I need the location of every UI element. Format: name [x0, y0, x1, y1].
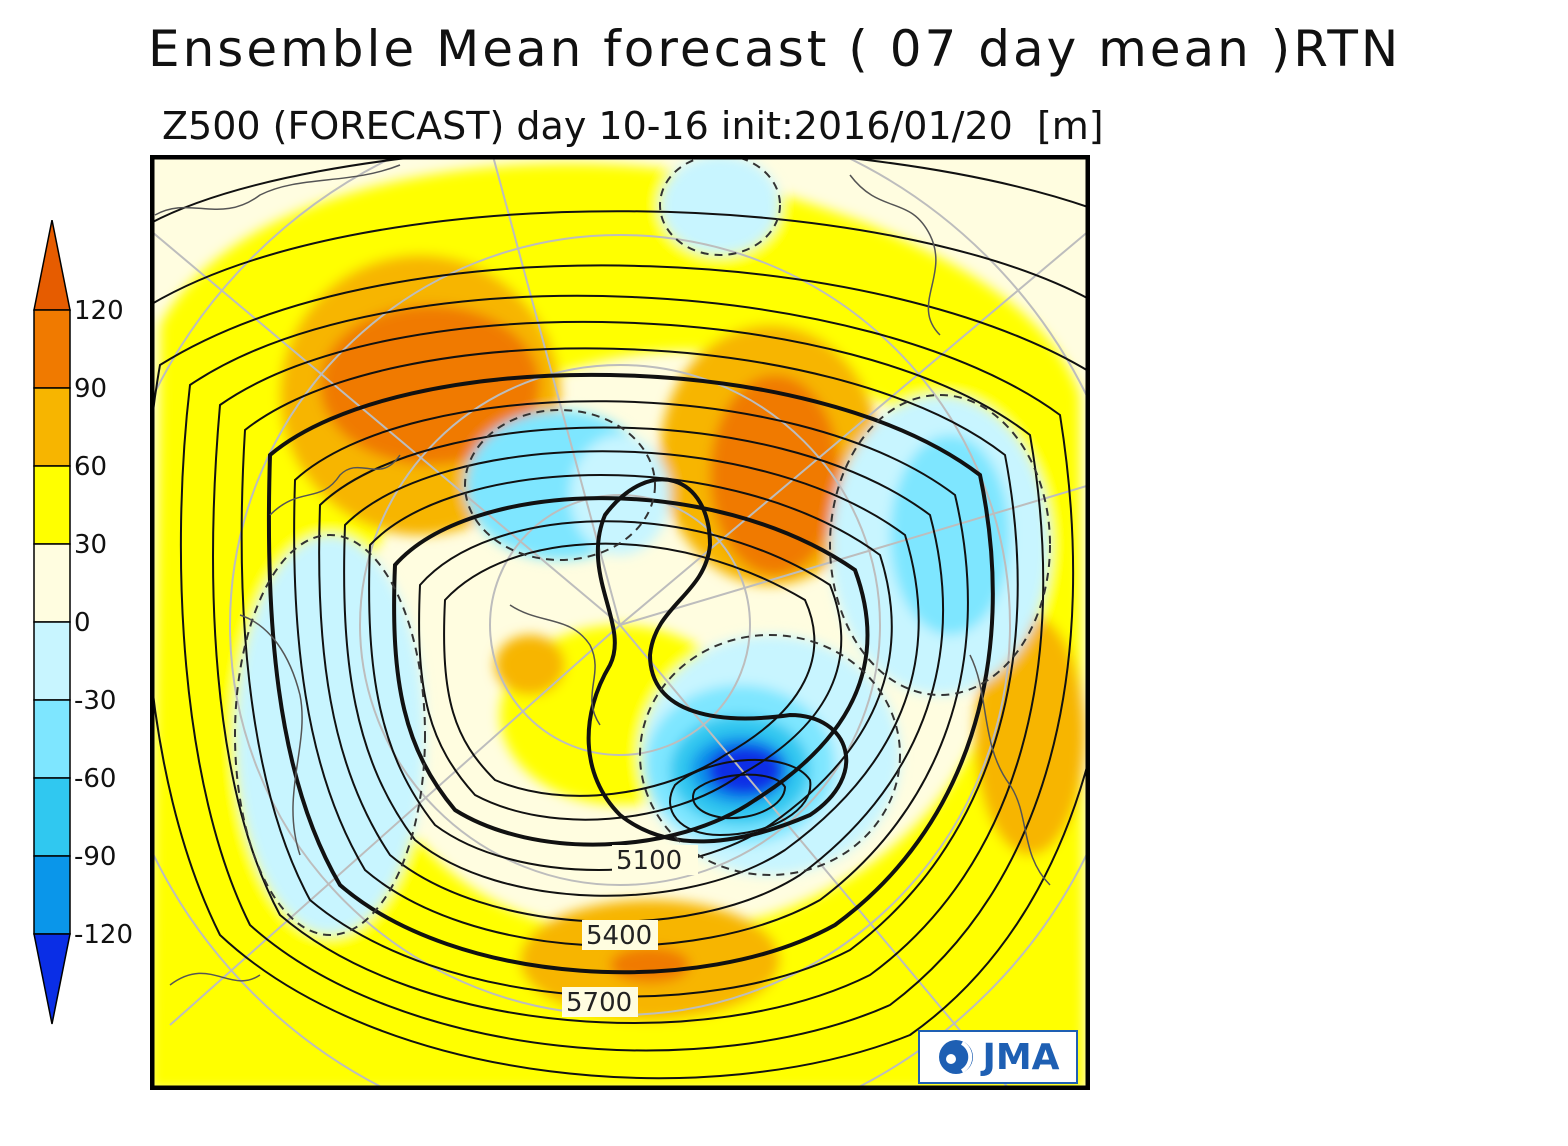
positive-anomaly-pacific-core [610, 947, 690, 983]
colorbar-tick-label: -90 [74, 842, 116, 872]
colorbar-tick-label: -30 [74, 686, 116, 716]
jma-logo-icon [939, 1040, 974, 1074]
height-contours [150, 155, 1090, 1080]
contour-label-5700: 5700 [566, 988, 632, 1018]
coastlines [154, 164, 1051, 986]
positive-anomaly-atlantic-east [975, 615, 1085, 855]
positive-anomaly-eurasia-core [320, 305, 540, 465]
colorbar-bin [33, 621, 71, 701]
colorbar-bin [33, 465, 71, 545]
contour-label-5400: 5400 [586, 921, 652, 951]
contour-5100 [586, 477, 849, 844]
negative-anomaly-east-asia [235, 535, 425, 935]
anomaly-contours [234, 155, 1051, 936]
chart-title: Ensemble Mean forecast ( 07 day mean )RT… [148, 20, 1402, 78]
colorbar-bin [33, 699, 71, 779]
jma-logo-text: JMA [982, 1036, 1060, 1078]
colorbar-extend-low [33, 933, 71, 1025]
colorbar-bin [33, 387, 71, 467]
contour-labels: 5100 5400 5700 [562, 845, 698, 1018]
negative-anomaly-arctic-pacific [660, 155, 780, 255]
contour-5400 [392, 496, 870, 847]
positive-anomaly-iberia [495, 635, 565, 695]
colorbar-tick-label: 120 [74, 296, 124, 326]
colorbar-tick-label: 90 [74, 374, 107, 404]
colorbar-tick-label: -120 [74, 920, 133, 950]
chart-subtitle: Z500 (FORECAST) day 10-16 init:2016/01/2… [162, 104, 1104, 148]
negative-anomaly-hudson-max [707, 745, 783, 795]
map-frame [150, 155, 1090, 1090]
colorbar-bin [33, 309, 71, 389]
colorbar-tick-label: 30 [74, 530, 107, 560]
colorbar-tick-label: 0 [74, 608, 91, 638]
colorbar-bin [33, 855, 71, 935]
contour-label-5100: 5100 [616, 846, 682, 876]
jma-logo: JMA [918, 1030, 1078, 1084]
colorbar-extend-high [33, 220, 71, 311]
colorbar-bin [33, 543, 71, 623]
colorbar: 120 90 60 30 0 -30 -60 -90 -120 [33, 220, 133, 1025]
colorbar-tick-label: -60 [74, 764, 116, 794]
colorbar-bin [33, 777, 71, 857]
contour-5700 [266, 372, 995, 975]
colorbar-tick-label: 60 [74, 452, 107, 482]
z500-anomaly-map: 5100 5400 5700 [150, 155, 1090, 1090]
